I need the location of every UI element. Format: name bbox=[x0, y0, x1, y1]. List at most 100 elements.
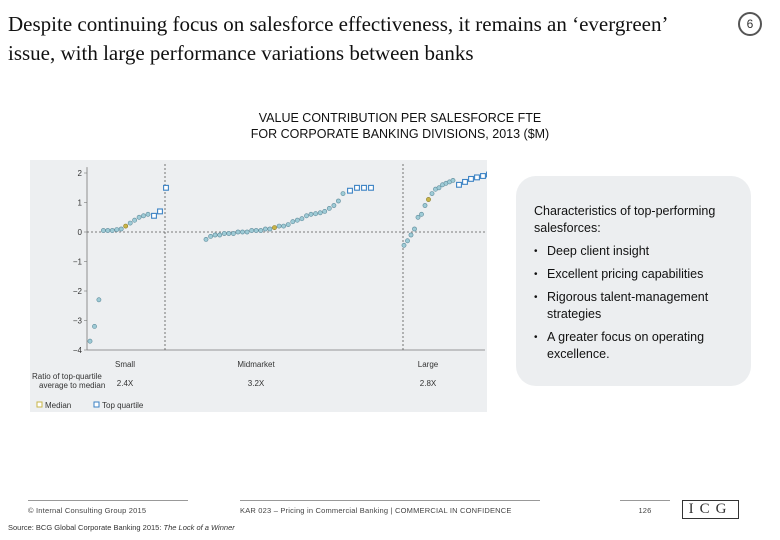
y-tick-label: 1 bbox=[78, 199, 83, 208]
y-tick-label: −3 bbox=[73, 317, 83, 326]
median-point bbox=[272, 225, 277, 230]
top-quartile-point bbox=[368, 184, 374, 191]
data-point bbox=[331, 203, 337, 208]
data-point bbox=[244, 229, 250, 235]
segment-ratio: 3.2X bbox=[248, 379, 265, 388]
data-point bbox=[335, 198, 341, 204]
data-point bbox=[249, 228, 255, 233]
ratio-legend-line: Ratio of top-quartile bbox=[32, 372, 102, 381]
data-point bbox=[415, 214, 421, 220]
data-point bbox=[253, 228, 259, 233]
footer-project: KAR 023 – Pricing in Commercial Banking … bbox=[240, 500, 540, 521]
top-quartile-point bbox=[163, 184, 169, 191]
data-point bbox=[226, 231, 232, 236]
y-tick-label: −4 bbox=[73, 346, 83, 355]
source-note: Source: BCG Global Corporate Banking 201… bbox=[8, 523, 235, 532]
data-point bbox=[127, 220, 133, 226]
chart-heading-line-2: FOR CORPORATE BANKING DIVISIONS, 2013 ($… bbox=[250, 127, 550, 141]
callout-heading: Characteristics of top-performing salesf… bbox=[534, 204, 716, 235]
source-title: The Lock of a Winner bbox=[163, 523, 235, 532]
data-point bbox=[136, 214, 142, 220]
median-point bbox=[426, 197, 431, 202]
data-point bbox=[313, 211, 318, 217]
data-point bbox=[317, 210, 323, 216]
callout-list: Deep client insight Excellent pricing ca… bbox=[534, 243, 733, 363]
data-point bbox=[422, 203, 428, 208]
data-point bbox=[87, 338, 93, 344]
segment-ratio: 2.4X bbox=[117, 379, 134, 388]
data-point bbox=[145, 211, 151, 217]
data-point bbox=[258, 228, 264, 233]
data-point bbox=[276, 223, 282, 229]
data-point bbox=[436, 185, 442, 191]
top-quartile-point bbox=[151, 212, 157, 219]
data-point bbox=[96, 297, 102, 303]
data-point bbox=[285, 222, 291, 227]
data-point bbox=[235, 229, 241, 235]
data-point bbox=[408, 232, 414, 238]
legend-median-label: Median bbox=[45, 401, 71, 410]
callout-bullet: Excellent pricing capabilities bbox=[534, 266, 733, 283]
data-point bbox=[212, 232, 218, 238]
y-tick-label: 2 bbox=[78, 169, 83, 178]
chart-heading: VALUE CONTRIBUTION PER SALESFORCE FTE FO… bbox=[150, 110, 650, 142]
chart-heading-line-1: VALUE CONTRIBUTION PER SALESFORCE FTE bbox=[258, 111, 542, 125]
data-point bbox=[230, 231, 236, 236]
data-point bbox=[405, 238, 410, 244]
legend-top-quartile-label: Top quartile bbox=[102, 401, 144, 410]
data-point bbox=[322, 209, 328, 214]
data-point bbox=[141, 213, 146, 219]
data-point bbox=[221, 231, 227, 236]
top-quartile-point bbox=[456, 181, 462, 188]
top-quartile-point bbox=[157, 208, 163, 215]
data-point bbox=[101, 228, 106, 233]
data-point bbox=[105, 228, 111, 233]
data-point bbox=[281, 223, 286, 229]
callout-bullet: A greater focus on operating excellence. bbox=[534, 329, 733, 363]
characteristics-callout: Characteristics of top-performing salesf… bbox=[516, 176, 751, 386]
data-point bbox=[240, 229, 245, 235]
data-point bbox=[217, 232, 223, 238]
data-point bbox=[429, 191, 435, 196]
data-point bbox=[326, 206, 332, 211]
top-quartile-point bbox=[347, 187, 353, 194]
ratio-legend-line: average to median bbox=[39, 381, 105, 390]
page-badge: 6 bbox=[738, 12, 762, 36]
data-point bbox=[132, 217, 137, 223]
data-point bbox=[114, 227, 120, 232]
segment-label: Midmarket bbox=[237, 360, 275, 369]
scatter-chart: 2 1 0 −1 −2 −3 −4 Small 2.4X Midmarket 3.2X Large 2.… bbox=[32, 164, 487, 410]
segment-label: Small bbox=[115, 360, 135, 369]
y-tick-label: −2 bbox=[73, 287, 83, 296]
data-point bbox=[299, 216, 305, 222]
data-point bbox=[267, 226, 273, 232]
legend-median-swatch bbox=[36, 401, 43, 408]
top-quartile-point bbox=[474, 174, 480, 181]
top-quartile-point bbox=[361, 184, 367, 191]
legend-top-quartile-swatch bbox=[93, 401, 100, 408]
plot-background bbox=[30, 160, 487, 412]
callout-bullet: Deep client insight bbox=[534, 243, 733, 260]
top-quartile-point bbox=[354, 184, 360, 191]
footer-page-number: 126 bbox=[620, 500, 670, 521]
data-point bbox=[450, 177, 456, 183]
data-point bbox=[262, 226, 268, 232]
icg-logo: ICG bbox=[682, 500, 739, 519]
footer-copyright: © Internal Consulting Group 2015 bbox=[28, 500, 188, 521]
segment-ratio: 2.8X bbox=[420, 379, 437, 388]
y-tick-label: −1 bbox=[73, 258, 83, 267]
top-quartile-point bbox=[468, 175, 474, 182]
y-tick-label: 0 bbox=[78, 228, 83, 237]
data-point bbox=[412, 226, 417, 232]
data-point bbox=[401, 242, 407, 248]
data-point bbox=[92, 323, 97, 329]
data-point bbox=[109, 228, 115, 233]
callout-bullet: Rigorous talent-management strategies bbox=[534, 289, 733, 323]
slide-title: Despite continuing focus on salesforce e… bbox=[8, 12, 667, 65]
data-point bbox=[304, 213, 309, 219]
data-point bbox=[340, 191, 346, 196]
data-point bbox=[294, 217, 300, 223]
source-label: Source: BCG Global Corporate Banking 201… bbox=[8, 523, 164, 532]
top-quartile-point bbox=[480, 173, 486, 179]
top-quartile-point bbox=[462, 178, 468, 185]
